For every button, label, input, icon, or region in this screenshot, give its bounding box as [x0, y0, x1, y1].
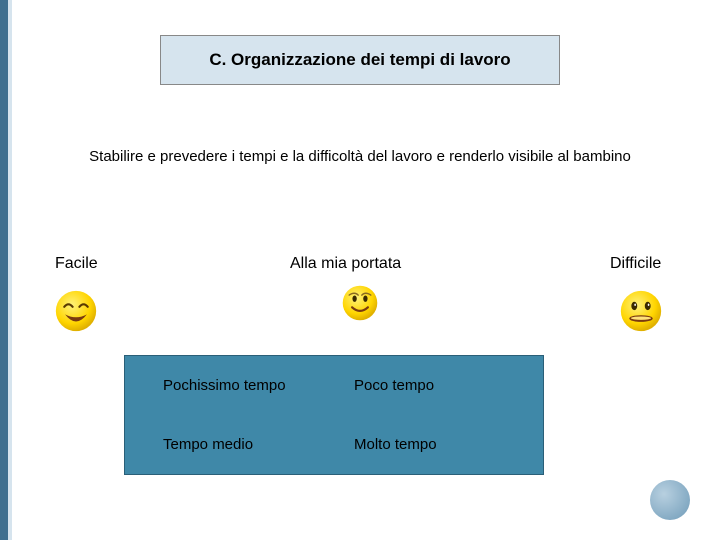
difficulty-label-hard: Difficile [610, 255, 661, 273]
flat-face-icon [620, 290, 662, 332]
corner-circle-decoration [650, 480, 690, 520]
medium-face-icon [342, 285, 378, 321]
difficulty-label-easy: Facile [55, 255, 98, 273]
time-little: Poco tempo [334, 377, 543, 394]
slide-title-box: C. Organizzazione dei tempi di lavoro [160, 35, 560, 85]
slide-title: C. Organizzazione dei tempi di lavoro [209, 50, 510, 70]
happy-face-icon [55, 290, 97, 332]
accent-bar [0, 0, 12, 540]
description-text: Stabilire e prevedere i tempi e la diffi… [50, 140, 670, 173]
time-much: Molto tempo [334, 436, 543, 453]
time-labels-box: Pochissimo tempo Poco tempo Tempo medio … [124, 355, 544, 475]
time-medium: Tempo medio [125, 436, 334, 453]
difficulty-label-medium: Alla mia portata [290, 255, 401, 273]
time-very-little: Pochissimo tempo [125, 377, 334, 394]
